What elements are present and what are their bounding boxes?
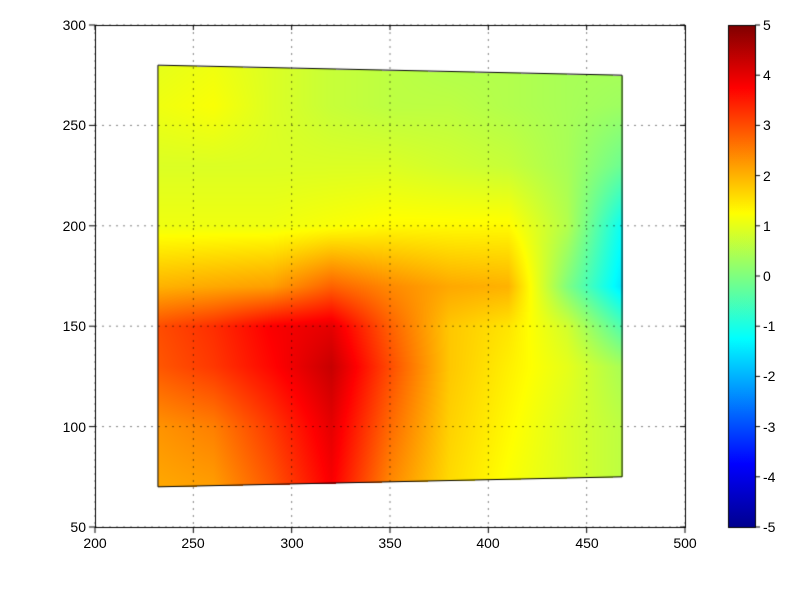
x-tick-label: 200 <box>83 535 106 551</box>
colorbar-tick-label: -4 <box>763 469 775 485</box>
x-tick-label: 350 <box>378 535 401 551</box>
y-tick-label: 150 <box>63 318 86 334</box>
y-tick-label: 250 <box>63 117 86 133</box>
colorbar-tick-label: 4 <box>763 67 771 83</box>
colorbar-tick-label: -2 <box>763 368 775 384</box>
colorbar-tick-label: 1 <box>763 218 771 234</box>
colorbar-tick-label: -5 <box>763 519 775 535</box>
x-tick-label: 450 <box>575 535 598 551</box>
x-tick-label: 500 <box>673 535 696 551</box>
colorbar-tick-label: 0 <box>763 268 771 284</box>
colorbar-tick-label: -3 <box>763 419 775 435</box>
x-tick-label: 400 <box>476 535 499 551</box>
figure: { "figure": { "width_px": 799, "height_p… <box>0 0 799 591</box>
colorbar-tick-label: 3 <box>763 117 771 133</box>
y-tick-label: 100 <box>63 419 86 435</box>
y-tick-label: 200 <box>63 218 86 234</box>
colorbar-tick-label: -1 <box>763 318 775 334</box>
y-tick-label: 300 <box>63 17 86 33</box>
y-tick-label: 50 <box>70 519 86 535</box>
x-tick-label: 250 <box>181 535 204 551</box>
colorbar-tick-label: 5 <box>763 17 771 33</box>
plot-canvas <box>0 0 799 591</box>
colorbar-tick-label: 2 <box>763 168 771 184</box>
x-tick-label: 300 <box>280 535 303 551</box>
